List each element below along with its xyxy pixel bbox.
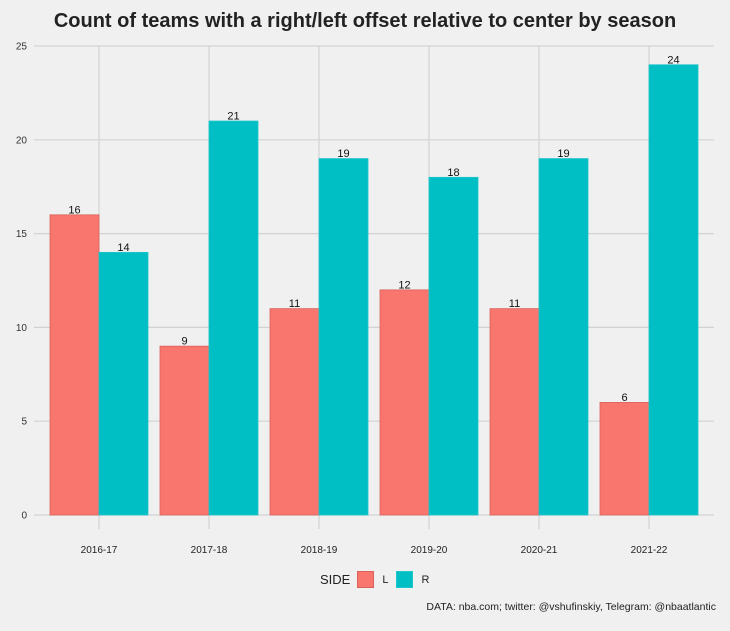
data-label: 19: [337, 148, 349, 160]
x-tick-label: 2021-22: [631, 545, 668, 556]
data-label: 21: [227, 111, 239, 123]
bars: [49, 64, 699, 516]
y-tick-label: 20: [16, 135, 28, 146]
data-label: 14: [117, 242, 129, 254]
data-label: 11: [509, 298, 520, 310]
y-tick-label: 0: [21, 511, 27, 522]
bar-l: [379, 289, 430, 516]
bar-r: [208, 120, 259, 516]
data-label: 18: [447, 167, 459, 179]
legend: SIDE L R: [320, 571, 437, 588]
x-axis-ticks: 2016-17 2017-18 2018-19 2019-20 2020-21 2021-…: [81, 545, 668, 556]
bar-l: [269, 308, 320, 516]
y-tick-label: 25: [16, 42, 28, 53]
x-tick-label: 2019-20: [411, 545, 448, 556]
y-tick-label: 10: [16, 323, 28, 334]
x-tick-label: 2020-21: [521, 545, 558, 556]
bar-r: [428, 176, 479, 516]
legend-key-l: [357, 571, 375, 588]
y-tick-label: 5: [21, 417, 27, 428]
bar-l: [489, 308, 540, 516]
x-tick-label: 2016-17: [81, 545, 118, 556]
bar-r: [538, 158, 589, 516]
data-label: 12: [398, 279, 410, 291]
data-label: 16: [68, 204, 80, 216]
legend-label-l: L: [382, 573, 389, 586]
data-label: 9: [181, 336, 187, 348]
chart-title: Count of teams with a right/left offset …: [53, 10, 677, 32]
x-tick-label: 2018-19: [301, 545, 338, 556]
data-labels: 16 9 11 12 11 6 14 21 19 18 19 24: [68, 54, 679, 404]
bar-r: [648, 64, 699, 516]
x-tick-label: 2017-18: [191, 545, 228, 556]
data-label: 24: [667, 54, 679, 66]
y-axis-ticks: 0 5 10 15 20 25: [16, 42, 28, 522]
bar-r: [318, 158, 369, 516]
data-label: 11: [289, 298, 300, 310]
data-label: 19: [557, 148, 569, 160]
legend-label-r: R: [421, 573, 430, 586]
bar-r: [98, 251, 149, 516]
caption: DATA: nba.com; twitter: @vshufinskiy, Te…: [426, 601, 716, 613]
legend-key-r: [396, 571, 414, 588]
data-label: 6: [621, 392, 627, 404]
y-tick-label: 15: [16, 229, 28, 240]
legend-title: SIDE: [320, 572, 351, 587]
bar-l: [159, 345, 210, 516]
bar-l: [599, 402, 650, 516]
bar-l: [49, 214, 100, 516]
